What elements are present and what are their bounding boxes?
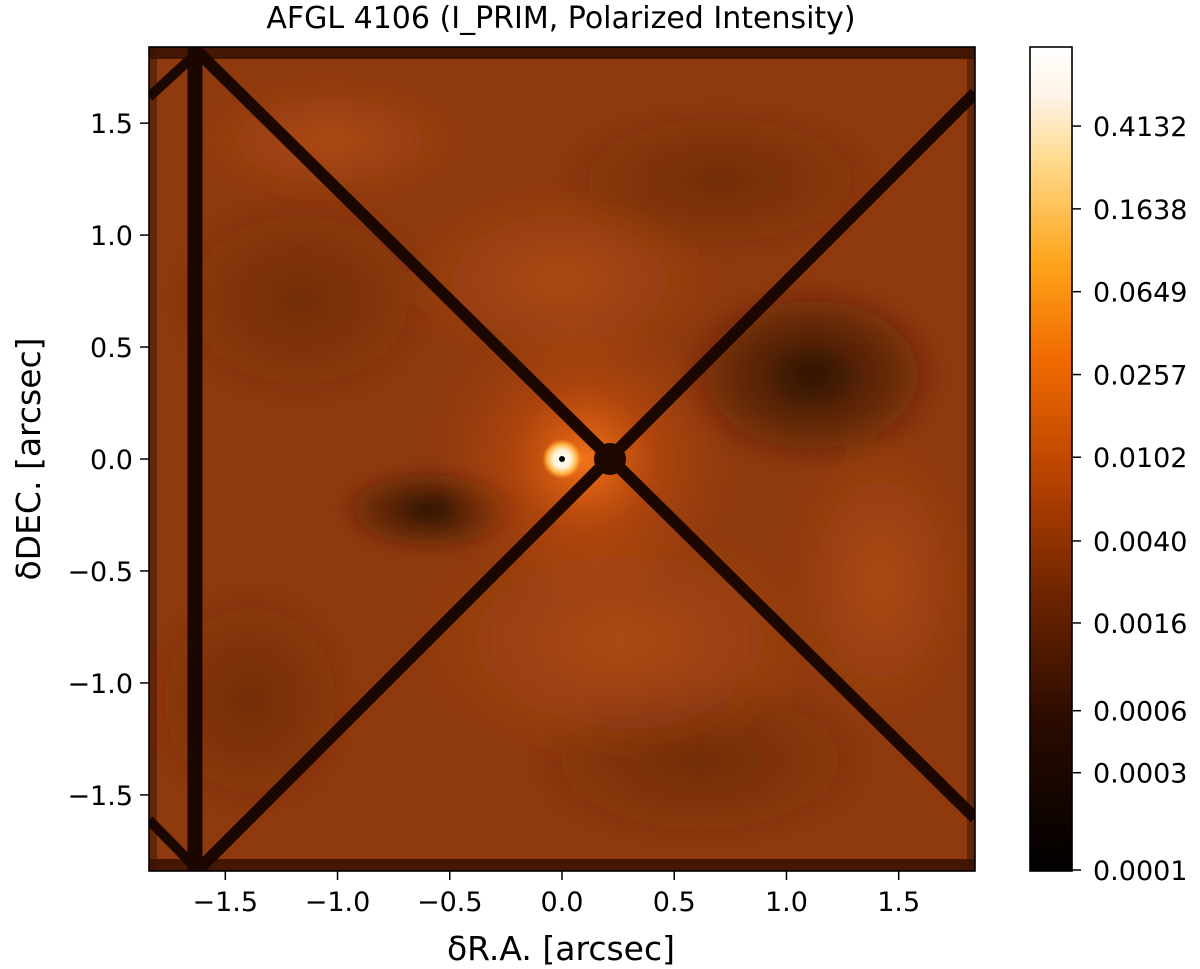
y-tick-label: 1.0 xyxy=(90,221,133,252)
colorbar-tick-label: 0.4132 xyxy=(1093,112,1187,143)
frame-edge-left xyxy=(149,47,157,871)
x-tick-label: 1.0 xyxy=(765,887,808,918)
colorbar: 0.4132 0.1638 0.0649 0.0257 0.0102 0.0040 0.00… xyxy=(1029,46,1187,887)
dim-region-1 xyxy=(160,190,440,410)
frame-edge-right xyxy=(967,47,975,871)
y-axis-ticks: 1.5 1.0 0.5 0.0 −0.5 −1.0 −1.5 xyxy=(67,109,149,812)
y-axis-label: δDEC. [arcsec] xyxy=(9,337,48,580)
spider-arm-sw-ne xyxy=(193,88,975,871)
y-tick-label: −1.5 xyxy=(67,781,133,812)
colorbar-tick-label: 0.0257 xyxy=(1093,361,1187,392)
y-tick-label: 0.5 xyxy=(90,333,133,364)
colorbar-tick-label: 0.0649 xyxy=(1093,278,1187,309)
spider-arm-nw-se xyxy=(193,47,975,823)
x-tick-label: 0.0 xyxy=(541,887,584,918)
x-axis-label: δR.A. [arcsec] xyxy=(447,929,675,968)
colorbar-ticks: 0.4132 0.1638 0.0649 0.0257 0.0102 0.0040 0.00… xyxy=(1072,112,1187,887)
heatmap-image xyxy=(149,47,975,871)
x-tick-label: 1.5 xyxy=(877,887,920,918)
y-tick-label: −1.0 xyxy=(67,669,133,700)
y-tick-label: −0.5 xyxy=(67,557,133,588)
spider-arm-corner-tl xyxy=(149,48,202,101)
spider-arms xyxy=(149,47,975,871)
y-tick-label: 1.5 xyxy=(90,109,133,140)
x-tick-label: −1.0 xyxy=(305,887,371,918)
x-tick-label: −1.5 xyxy=(193,887,259,918)
coronagraph-mask xyxy=(594,443,626,475)
spider-arm-corner-bl xyxy=(149,816,202,871)
colorbar-tick-label: 0.0102 xyxy=(1093,443,1187,474)
central-halo xyxy=(435,310,735,610)
star-center-dot xyxy=(559,456,565,462)
colorbar-tick-label: 0.0006 xyxy=(1093,697,1187,728)
colorbar-tick-label: 0.0001 xyxy=(1093,856,1187,887)
colorbar-gradient xyxy=(1029,46,1073,872)
chart-title: AFGL 4106 (I_PRIM, Polarized Intensity) xyxy=(266,1,855,36)
frame-edge-top xyxy=(149,47,975,59)
y-tick-label: 0.0 xyxy=(90,445,133,476)
colorbar-tick-label: 0.0003 xyxy=(1093,759,1187,790)
x-tick-label: 0.5 xyxy=(653,887,696,918)
colorbar-tick-label: 0.1638 xyxy=(1093,195,1187,226)
colorbar-tick-label: 0.0040 xyxy=(1093,527,1187,558)
bright-cloud-3 xyxy=(790,440,970,720)
frame-edge-bottom xyxy=(149,859,975,871)
x-axis-ticks: −1.5 −1.0 −0.5 0.0 0.5 1.0 1.5 xyxy=(193,871,920,918)
x-tick-label: −0.5 xyxy=(417,887,483,918)
colorbar-tick-label: 0.0016 xyxy=(1093,609,1187,640)
dim-region-3 xyxy=(149,580,360,820)
